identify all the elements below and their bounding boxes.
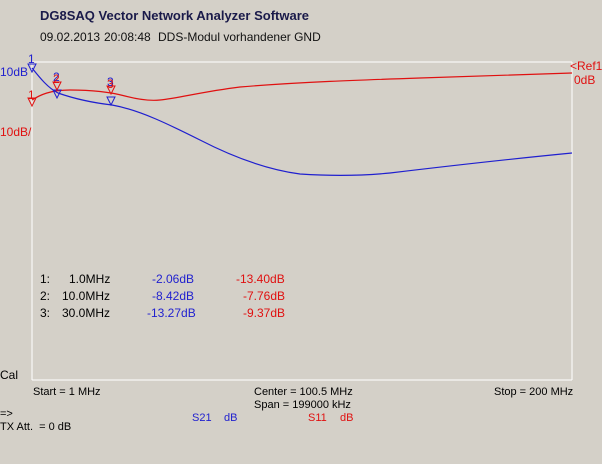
s21-marker-1: [27, 63, 37, 74]
s11-marker-1: [27, 97, 37, 108]
s11-marker-2: [52, 81, 62, 92]
axis-span: Span = 199000 kHz: [254, 399, 351, 411]
marker-row-1-freq: 1.0MHz: [69, 272, 111, 286]
s21-marker-label-2: 2: [53, 70, 60, 84]
marker-row-3-num: 3:: [40, 306, 51, 320]
marker-row-2-s11: -7.76dB: [243, 289, 286, 303]
s11-marker-label-1: 1: [28, 88, 35, 102]
s11-marker-3: [106, 85, 116, 96]
left-scale-div: 10dB/: [0, 125, 32, 139]
axis-center: Center = 100.5 MHz: [254, 386, 353, 398]
ref-marker: <Ref1: [570, 59, 602, 73]
legend-s21: S21: [192, 412, 212, 424]
s21-trace: [31, 67, 573, 176]
marker-row-1-s21: -2.06dB: [152, 272, 195, 286]
measurement-description: DDS-Modul vorhandener GND: [158, 30, 321, 44]
marker-row-3-s21: -13.27dB: [147, 306, 196, 320]
marker-row-3-freq: 30.0MHz: [62, 306, 111, 320]
marker-row-2-num: 2:: [40, 289, 51, 303]
legend-s11-unit: dB: [340, 412, 354, 424]
marker-row-2-s21: -8.42dB: [152, 289, 195, 303]
marker-row-2-freq: 10.0MHz: [62, 289, 111, 303]
marker-row-3-s11: -9.37dB: [243, 306, 286, 320]
marker-row-1-num: 1:: [40, 272, 51, 286]
left-scale-top: 10dB: [0, 65, 29, 79]
cal-label: Cal: [0, 368, 19, 382]
s11-marker-label-3: 3: [107, 77, 114, 91]
legend-s21-unit: dB: [224, 412, 238, 424]
ref-value: 0dB: [574, 73, 596, 87]
measurement-time: 20:08:48: [104, 30, 151, 44]
axis-stop: Stop = 200 MHz: [494, 386, 574, 398]
axis-start: Start = 1 MHz: [33, 386, 101, 398]
measurement-date: 09.02.2013: [40, 30, 101, 44]
s11-trace: [31, 72, 573, 101]
legend-s11: S11: [308, 412, 327, 424]
tx-attenuation: TX Att. = 0 dB: [0, 421, 72, 433]
app-title: DG8SAQ Vector Network Analyzer Software: [40, 8, 309, 23]
s21-marker-label-1: 1: [28, 52, 35, 66]
s11-marker-label-2: 2: [53, 72, 60, 86]
s21-marker-3: [106, 96, 116, 107]
footer-arrow: =>: [0, 408, 13, 420]
s21-marker-label-3: 3: [107, 75, 114, 89]
marker-row-1-s11: -13.40dB: [236, 272, 285, 286]
